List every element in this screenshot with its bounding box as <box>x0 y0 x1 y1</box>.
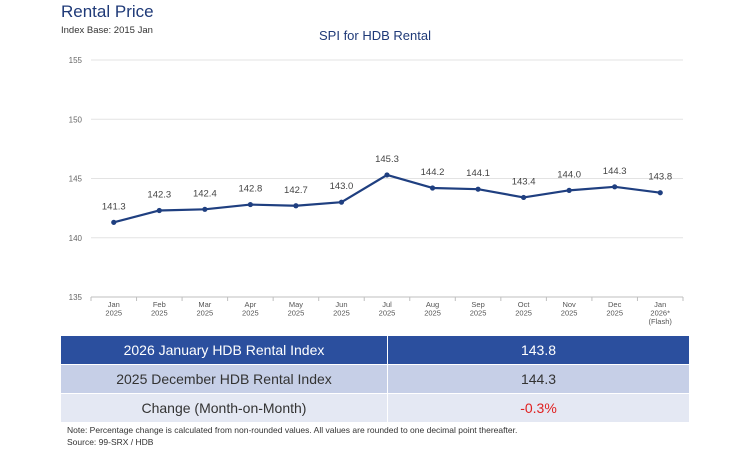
data-label: 144.3 <box>603 166 627 177</box>
data-point <box>247 201 253 208</box>
data-point <box>521 194 527 201</box>
x-tick-label: May 2025 <box>288 300 305 318</box>
x-tick-label: Jul 2025 <box>379 300 396 318</box>
x-tick-label: Jun 2025 <box>333 300 350 318</box>
data-point <box>111 219 117 225</box>
summary-value-previous: 144.3 <box>520 371 557 387</box>
data-label: 141.3 <box>102 201 126 212</box>
data-point <box>338 199 345 205</box>
summary-row-current: 2026 January HDB Rental Index 143.8 <box>61 336 689 365</box>
x-tick-label: Oct 2025 <box>515 300 532 318</box>
x-tick-label: Jan 2025 <box>105 300 122 318</box>
summary-value-change: -0.3% <box>520 400 557 416</box>
data-label: 142.3 <box>147 189 171 200</box>
footnote: Note: Percentage change is calculated fr… <box>67 424 517 448</box>
data-label: 142.7 <box>284 185 308 196</box>
y-tick-label: 135 <box>69 293 83 302</box>
data-label: 142.8 <box>238 184 262 195</box>
footnote-note: Note: Percentage change is calculated fr… <box>67 425 518 435</box>
summary-row-change: Change (Month-on-Month) -0.3% <box>61 394 689 423</box>
index-base-label: Index Base: 2015 Jan <box>61 25 153 36</box>
x-tick-label: Dec 2025 <box>606 300 623 318</box>
y-tick-label: 140 <box>69 234 83 243</box>
data-point <box>429 185 436 191</box>
data-label: 143.8 <box>648 172 672 183</box>
data-label: 143.0 <box>330 181 354 192</box>
summary-row-previous: 2025 December HDB Rental Index 144.3 <box>61 365 689 394</box>
data-label: 145.3 <box>375 154 399 165</box>
x-tick-label: Jan 2026* (Flash) <box>649 300 673 326</box>
summary-label-change: Change (Month-on-Month) <box>61 394 388 422</box>
y-tick-label: 155 <box>69 56 83 65</box>
data-point <box>657 190 663 196</box>
y-tick-label: 145 <box>69 175 83 184</box>
data-point <box>475 186 481 192</box>
summary-table: 2026 January HDB Rental Index 143.8 2025… <box>61 336 689 423</box>
data-point <box>156 207 162 214</box>
footnote-source: Source: 99-SRX / HDB <box>67 437 154 447</box>
summary-label-current: 2026 January HDB Rental Index <box>61 336 388 364</box>
data-label: 143.4 <box>512 176 536 187</box>
x-tick-label: Apr 2025 <box>242 300 259 318</box>
summary-label-previous: 2025 December HDB Rental Index <box>61 365 388 393</box>
data-point <box>293 203 299 209</box>
x-tick-label: Nov 2025 <box>561 300 578 318</box>
data-point <box>202 206 208 212</box>
x-tick-label: Aug 2025 <box>424 300 441 318</box>
page-title: Rental Price <box>61 2 154 21</box>
data-label: 144.0 <box>557 169 581 180</box>
line-chart: 135 140 145 150 155 Jan 2025 Feb 2025 Mar 2025 Apr 2… <box>69 56 684 326</box>
data-label: 144.2 <box>421 167 445 178</box>
data-point <box>566 187 572 193</box>
x-tick-label: Mar 2025 <box>197 300 214 318</box>
data-point <box>612 184 618 190</box>
data-point <box>384 172 390 178</box>
data-label: 142.4 <box>193 188 217 199</box>
x-tick-label: Sep 2025 <box>470 300 487 318</box>
x-tick-label: Feb 2025 <box>151 300 168 318</box>
data-label: 144.1 <box>466 168 490 179</box>
chart-title: SPI for HDB Rental <box>319 28 431 43</box>
summary-value-current: 143.8 <box>520 342 557 358</box>
y-tick-label: 150 <box>69 115 83 124</box>
